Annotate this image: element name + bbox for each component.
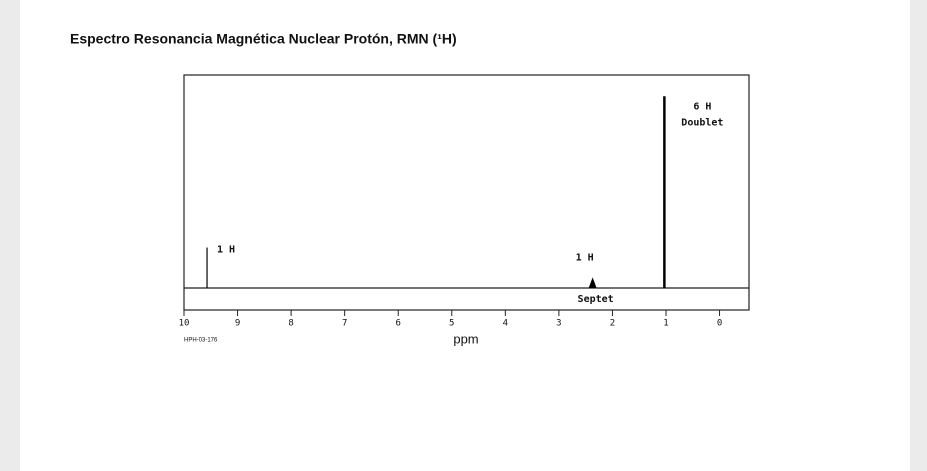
peak-label: 6 H (693, 101, 711, 112)
x-tick-label: 7 (342, 319, 347, 329)
plot-frame (183, 74, 750, 311)
x-axis-label: ppm (453, 331, 478, 346)
peak-label: Septet (578, 294, 614, 305)
panel (20, 0, 910, 471)
x-tick-label: 5 (449, 319, 454, 329)
x-tick-label: 4 (503, 319, 508, 329)
peak-label: 1 H (576, 252, 594, 263)
x-tick-label: 3 (556, 319, 561, 329)
x-tick-label: 0 (717, 319, 722, 329)
x-tick-label: 10 (179, 319, 190, 329)
x-tick-label: 6 (396, 319, 401, 329)
x-tick-label: 1 (663, 319, 668, 329)
x-tick-label: 8 (288, 319, 293, 329)
peak-label: 1 H (217, 245, 235, 256)
chart-title: Espectro Resonancia Magnética Nuclear Pr… (70, 31, 457, 47)
peak-cluster (588, 277, 597, 288)
peak-label: Doublet (681, 117, 723, 128)
spectrum-id: HPH-03-176 (184, 338, 218, 344)
x-tick-label: 2 (610, 319, 615, 329)
x-tick-label: 9 (235, 319, 240, 329)
